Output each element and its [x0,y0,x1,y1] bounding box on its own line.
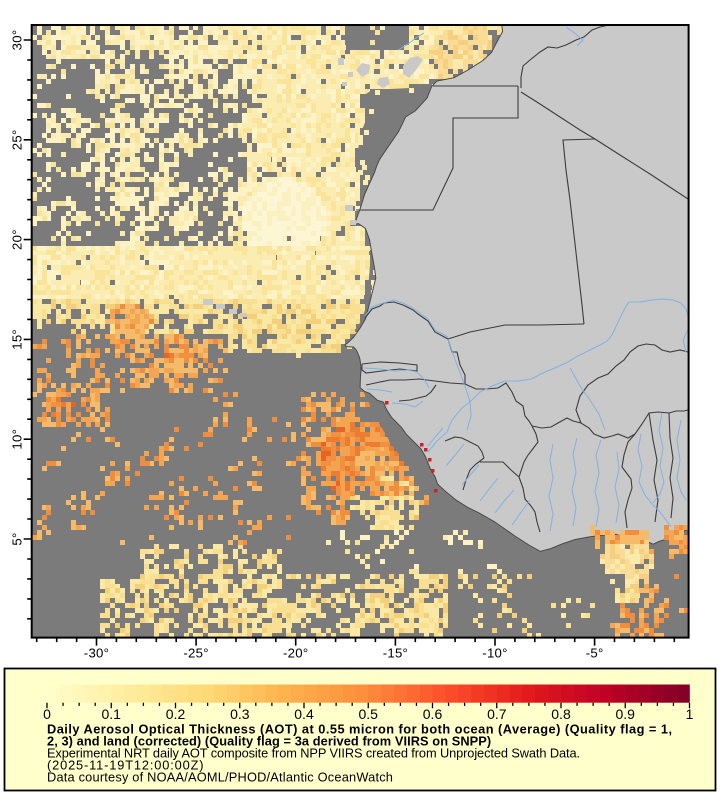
svg-text:0.2: 0.2 [166,706,186,722]
svg-text:-10°: -10° [482,646,507,661]
svg-text:0: 0 [43,706,51,722]
svg-text:0.8: 0.8 [551,706,571,722]
svg-text:0.1: 0.1 [101,706,121,722]
svg-text:0.9: 0.9 [615,706,635,722]
svg-text:15°: 15° [10,329,25,350]
svg-text:1: 1 [686,706,694,722]
svg-text:2, 3) and land (corrected) (Qu: 2, 3) and land (corrected) (Quality flag… [47,734,491,749]
svg-text:20°: 20° [10,229,25,250]
svg-text:0.6: 0.6 [423,706,443,722]
svg-text:0.4: 0.4 [294,706,314,722]
svg-text:0.7: 0.7 [487,706,507,722]
svg-text:Daily Aerosol Optical Thicknes: Daily Aerosol Optical Thickness (AOT) at… [47,722,673,737]
svg-text:-5°: -5° [586,646,604,661]
svg-text:30°: 30° [10,30,25,51]
svg-text:0.3: 0.3 [230,706,250,722]
svg-text:(2025-11-19T12:00:00Z): (2025-11-19T12:00:00Z) [47,758,204,773]
svg-text:0.5: 0.5 [358,706,378,722]
svg-text:25°: 25° [10,129,25,150]
svg-text:-15°: -15° [383,646,408,661]
svg-text:-30°: -30° [84,646,109,661]
svg-text:-20°: -20° [283,646,308,661]
svg-text:10°: 10° [10,429,25,450]
svg-text:-25°: -25° [183,646,208,661]
svg-text:Experimental NRT daily AOT com: Experimental NRT daily AOT composite fro… [47,746,580,761]
svg-text:Data courtesy of NOAA/AOML/PHO: Data courtesy of NOAA/AOML/PHOD/Atlantic… [47,770,393,785]
svg-text:5°: 5° [10,532,25,545]
